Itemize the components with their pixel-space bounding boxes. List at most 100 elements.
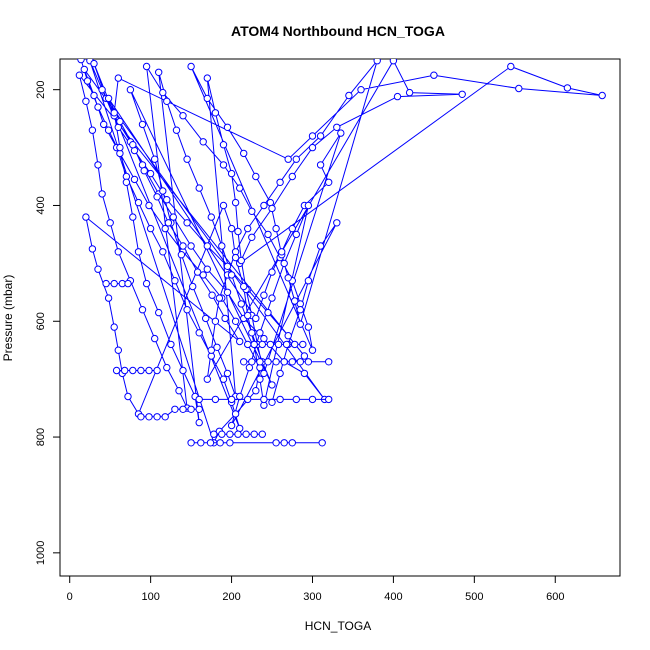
data-point: [151, 155, 159, 163]
data-point: [171, 277, 179, 285]
data-point: [134, 248, 143, 256]
data-point: [234, 227, 242, 236]
series: [240, 358, 333, 366]
data-point: [252, 314, 260, 323]
data-point: [114, 248, 123, 256]
data-point: [237, 300, 246, 308]
data-point: [161, 224, 169, 233]
data-point: [296, 320, 304, 328]
series: [137, 405, 203, 421]
data-point: [236, 392, 244, 401]
series: [195, 395, 333, 404]
data-point: [278, 248, 286, 256]
data-point: [268, 398, 276, 406]
data-point: [248, 329, 256, 337]
data-point: [227, 421, 236, 430]
data-point: [82, 97, 90, 106]
data-point: [256, 358, 264, 366]
data-point: [129, 213, 137, 221]
data-point: [112, 366, 121, 375]
data-point: [146, 169, 155, 178]
data-point: [296, 358, 304, 366]
data-point: [145, 366, 153, 375]
chart-title: ATOM4 Northbound HCN_TOGA: [231, 23, 445, 39]
data-point: [142, 62, 151, 71]
data-point: [98, 86, 106, 94]
data-point: [208, 291, 216, 299]
data-point: [304, 201, 313, 210]
data-point: [598, 91, 606, 100]
data-point: [187, 242, 195, 250]
data-point: [138, 120, 147, 129]
data-point: [110, 323, 118, 331]
data-point: [373, 59, 381, 65]
data-point: [203, 74, 212, 82]
data-point: [90, 59, 98, 68]
data-point: [248, 358, 256, 366]
series: [187, 439, 326, 447]
data-point: [393, 92, 402, 101]
data-point: [272, 224, 280, 233]
data-point: [163, 196, 171, 204]
data-point: [242, 430, 250, 438]
data-point: [153, 193, 161, 201]
data-point: [82, 213, 90, 221]
data-point: [211, 109, 220, 117]
data-point: [122, 178, 131, 187]
data-point: [142, 279, 151, 288]
data-point: [159, 248, 167, 256]
data-point: [280, 358, 288, 366]
data-point: [264, 308, 272, 317]
data-point: [183, 155, 191, 163]
x-tick-label: 300: [303, 591, 321, 603]
data-point: [94, 103, 102, 111]
x-tick-label: 100: [141, 591, 159, 603]
data-point: [146, 224, 155, 233]
data-point: [219, 141, 228, 149]
data-point: [231, 410, 240, 418]
data-point: [258, 430, 266, 438]
data-point: [83, 77, 92, 85]
data-point: [218, 430, 226, 438]
data-point: [227, 395, 236, 404]
data-point: [104, 126, 113, 134]
data-point: [138, 306, 147, 314]
data-point: [316, 161, 325, 169]
data-point: [252, 387, 260, 395]
data-point: [195, 184, 203, 192]
data-point: [187, 405, 195, 413]
data-point: [266, 340, 275, 349]
data-point: [163, 363, 171, 372]
data-point: [80, 65, 89, 74]
data-point: [187, 62, 195, 71]
data-point: [155, 308, 163, 317]
data-point: [213, 343, 221, 351]
data-point: [88, 245, 97, 253]
data-point: [256, 329, 264, 337]
data-point: [268, 294, 276, 302]
data-point: [206, 439, 215, 447]
data-point: [563, 84, 572, 92]
data-point: [227, 169, 236, 178]
data-point: [299, 340, 307, 349]
data-point: [153, 413, 161, 421]
data-point: [244, 395, 252, 404]
data-point: [210, 430, 218, 438]
data-point: [308, 132, 317, 140]
data-point: [276, 178, 284, 187]
data-point: [318, 439, 326, 447]
data-point: [231, 198, 240, 207]
data-point: [260, 291, 268, 299]
data-point: [195, 418, 203, 427]
data-point: [316, 132, 325, 140]
data-point: [219, 375, 228, 383]
series: [112, 366, 161, 375]
data-point: [223, 123, 232, 132]
data-point: [197, 439, 205, 447]
data-point: [264, 358, 272, 366]
data-point: [104, 94, 113, 103]
data-point: [272, 358, 280, 366]
data-point: [218, 242, 226, 250]
data-point: [227, 224, 236, 233]
